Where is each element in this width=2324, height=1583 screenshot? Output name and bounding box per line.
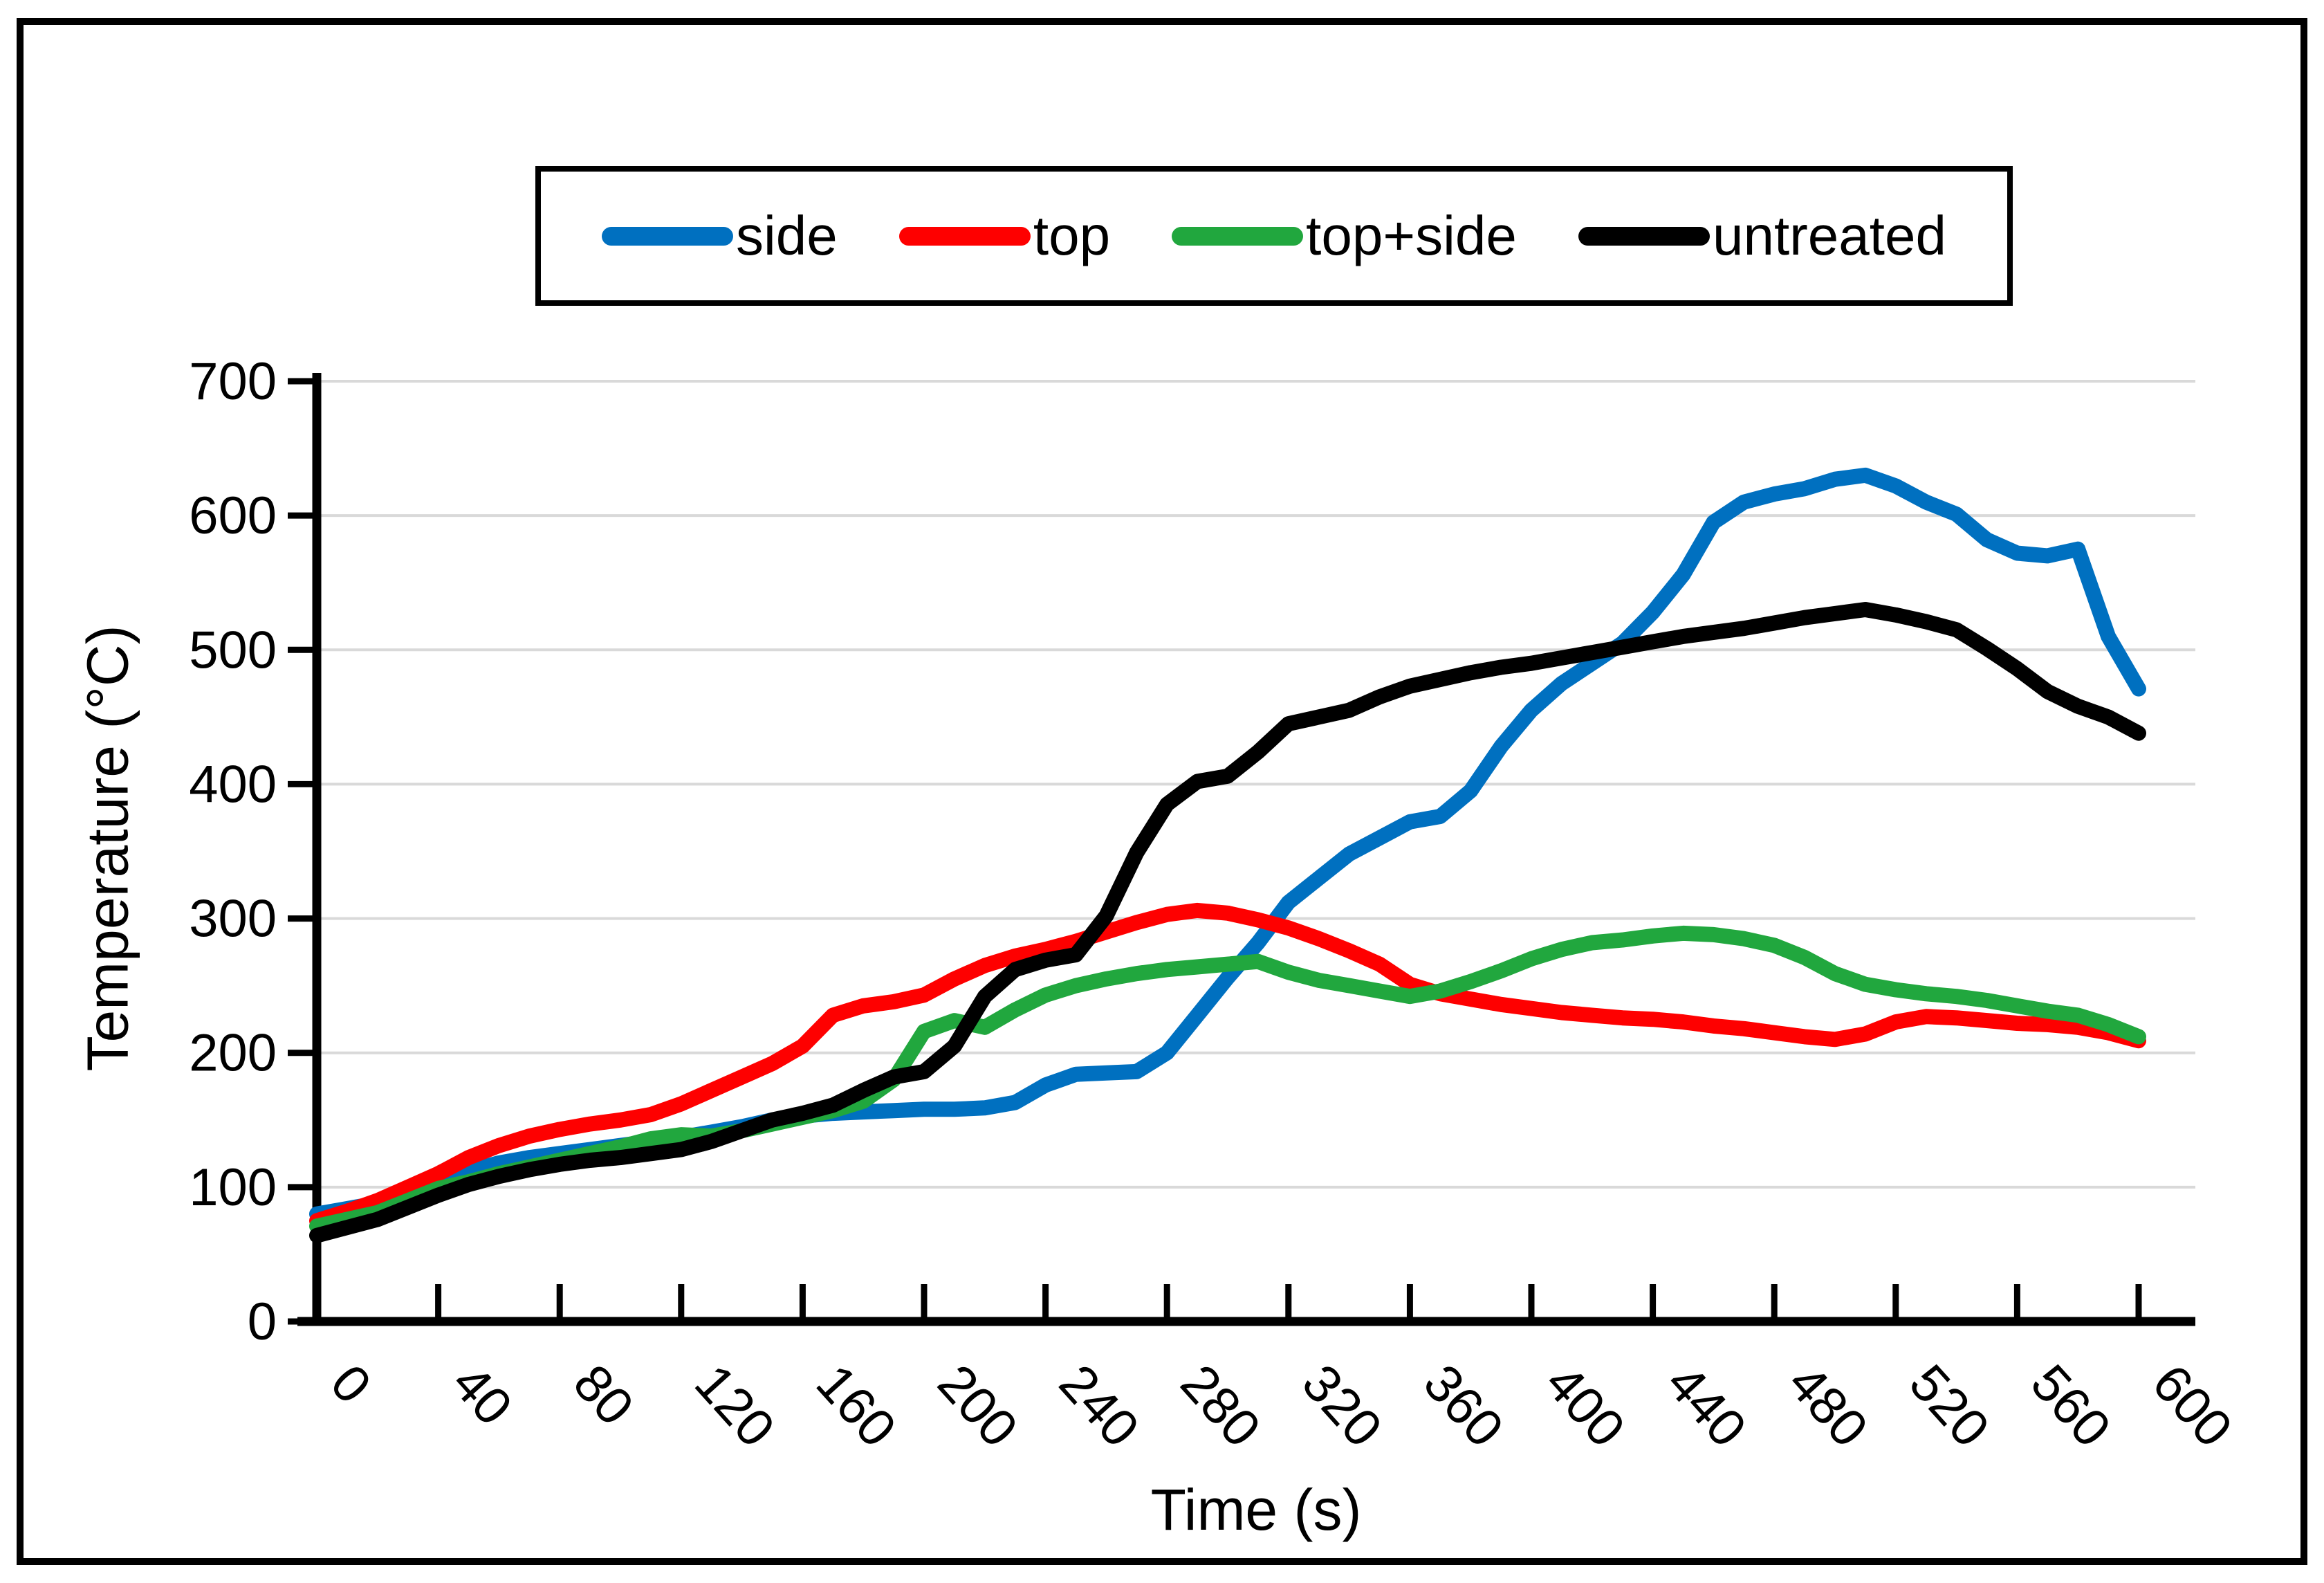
x-tick-label-160: 160 bbox=[805, 1353, 907, 1458]
legend-box: side top top+side untreated bbox=[535, 166, 2013, 306]
y-tick-label-0: 0 bbox=[248, 1292, 277, 1351]
axes bbox=[297, 373, 2195, 1326]
figure-border: 0 100 200 300 400 500 600 700 0 40 80 120 160 200 240 2… bbox=[17, 18, 2307, 1565]
x-tick-label-520: 520 bbox=[1898, 1353, 2000, 1458]
legend-item-side: side bbox=[602, 208, 838, 264]
legend-label: top bbox=[1033, 205, 1111, 266]
series-line-top-side bbox=[309, 925, 2146, 1234]
legend-label: untreated bbox=[1712, 205, 1946, 266]
x-tick-label-280: 280 bbox=[1170, 1353, 1272, 1458]
legend-swatch-icon bbox=[898, 226, 1031, 246]
x-tick-label-40: 40 bbox=[441, 1353, 524, 1436]
series-line-side bbox=[309, 467, 2146, 1222]
legend-item-top: top bbox=[898, 205, 1111, 266]
series-group bbox=[309, 467, 2146, 1243]
y-tick-label-600: 600 bbox=[189, 486, 277, 545]
y-tick-label-400: 400 bbox=[189, 755, 277, 814]
x-tick-label-0: 0 bbox=[319, 1353, 382, 1414]
y-axis-ticks: 0 100 200 300 400 500 600 700 bbox=[189, 352, 317, 1351]
y-tick-label-200: 200 bbox=[189, 1024, 277, 1083]
x-tick-label-360: 360 bbox=[1412, 1353, 1515, 1458]
x-axis-title: Time (s) bbox=[1150, 1477, 1362, 1542]
x-tick-label-80: 80 bbox=[562, 1353, 645, 1436]
series-line-untreated bbox=[309, 602, 2146, 1243]
x-tick-label-200: 200 bbox=[926, 1353, 1029, 1458]
y-tick-label-500: 500 bbox=[189, 621, 277, 679]
legend-item-top-side: top+side bbox=[1172, 208, 1517, 264]
y-tick-label-700: 700 bbox=[189, 352, 277, 411]
y-tick-label-100: 100 bbox=[189, 1158, 277, 1217]
x-tick-label-440: 440 bbox=[1655, 1353, 1758, 1458]
x-axis-ticks: 0 40 80 120 160 200 240 280 320 360 400 440 480 520 56… bbox=[319, 1284, 2243, 1458]
legend-swatch-icon bbox=[1578, 226, 1710, 246]
legend-swatch-icon bbox=[602, 226, 733, 246]
series-line-top bbox=[309, 902, 2146, 1229]
y-tick-label-300: 300 bbox=[189, 890, 277, 949]
x-tick-label-320: 320 bbox=[1291, 1353, 1393, 1458]
x-tick-label-560: 560 bbox=[2020, 1353, 2122, 1458]
legend-item-untreated: untreated bbox=[1578, 208, 1946, 264]
x-tick-label-240: 240 bbox=[1048, 1353, 1150, 1458]
y-axis-title: Temperature (°C) bbox=[75, 625, 140, 1072]
x-tick-label-600: 600 bbox=[2141, 1353, 2243, 1458]
legend-label: side bbox=[736, 205, 838, 266]
x-tick-label-120: 120 bbox=[683, 1353, 786, 1458]
legend-label: top+side bbox=[1306, 205, 1517, 266]
x-tick-label-480: 480 bbox=[1777, 1353, 1879, 1458]
legend-swatch-icon bbox=[1172, 226, 1304, 246]
x-tick-label-400: 400 bbox=[1533, 1353, 1636, 1458]
